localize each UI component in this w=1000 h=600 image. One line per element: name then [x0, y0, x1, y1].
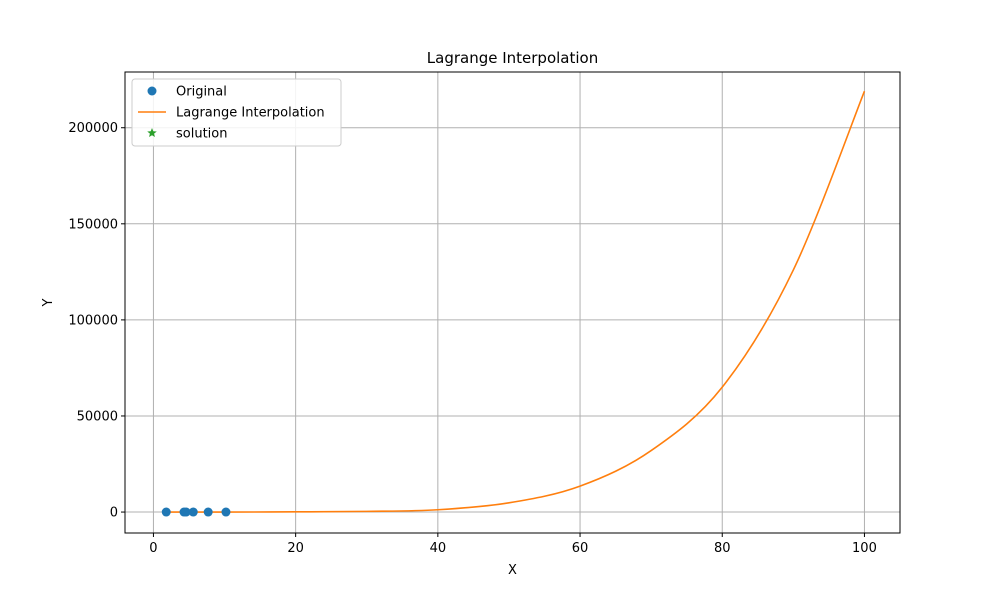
axes-frame: [124, 71, 901, 534]
x-tick-label: 20: [287, 541, 304, 556]
data-point-original: [181, 507, 191, 517]
x-axis-label: X: [508, 563, 517, 578]
x-tick-label: 40: [430, 541, 447, 556]
y-tick-label: 0: [110, 506, 118, 521]
x-tick-label: 100: [852, 541, 877, 556]
y-tick-label: 100000: [68, 313, 118, 328]
x-tick-label: 60: [572, 541, 589, 556]
legend-box: [131, 78, 342, 147]
y-tick-label: 200000: [68, 121, 118, 136]
legend-label-lagrange-interpolation: Lagrange Interpolation: [176, 106, 325, 121]
x-tick-label: 80: [714, 541, 731, 556]
legend: Original Lagrange Interpolation solution: [131, 78, 342, 147]
y-axis-label: Y: [41, 298, 56, 307]
data-point-original: [221, 507, 231, 517]
legend-star-marker: [147, 128, 157, 138]
y-tick-label: 50000: [77, 409, 118, 424]
data-point-original: [188, 507, 198, 517]
plot-area: [161, 90, 866, 517]
data-point-original: [203, 507, 213, 517]
chart-title: Lagrange Interpolation: [427, 49, 598, 67]
data-point-original: [161, 507, 171, 517]
series-line-lagrange-interpolation: [166, 90, 866, 513]
legend-label-solution: solution: [176, 127, 227, 142]
legend-circle-marker: [147, 86, 157, 96]
axis-ticks: 0 20 40 60 80 100 0 50000 100000 150000 200000: [68, 121, 877, 556]
x-tick-label: 0: [149, 541, 157, 556]
y-tick-label: 150000: [68, 217, 118, 232]
grid: [125, 72, 900, 533]
legend-label-original: Original: [176, 85, 227, 100]
